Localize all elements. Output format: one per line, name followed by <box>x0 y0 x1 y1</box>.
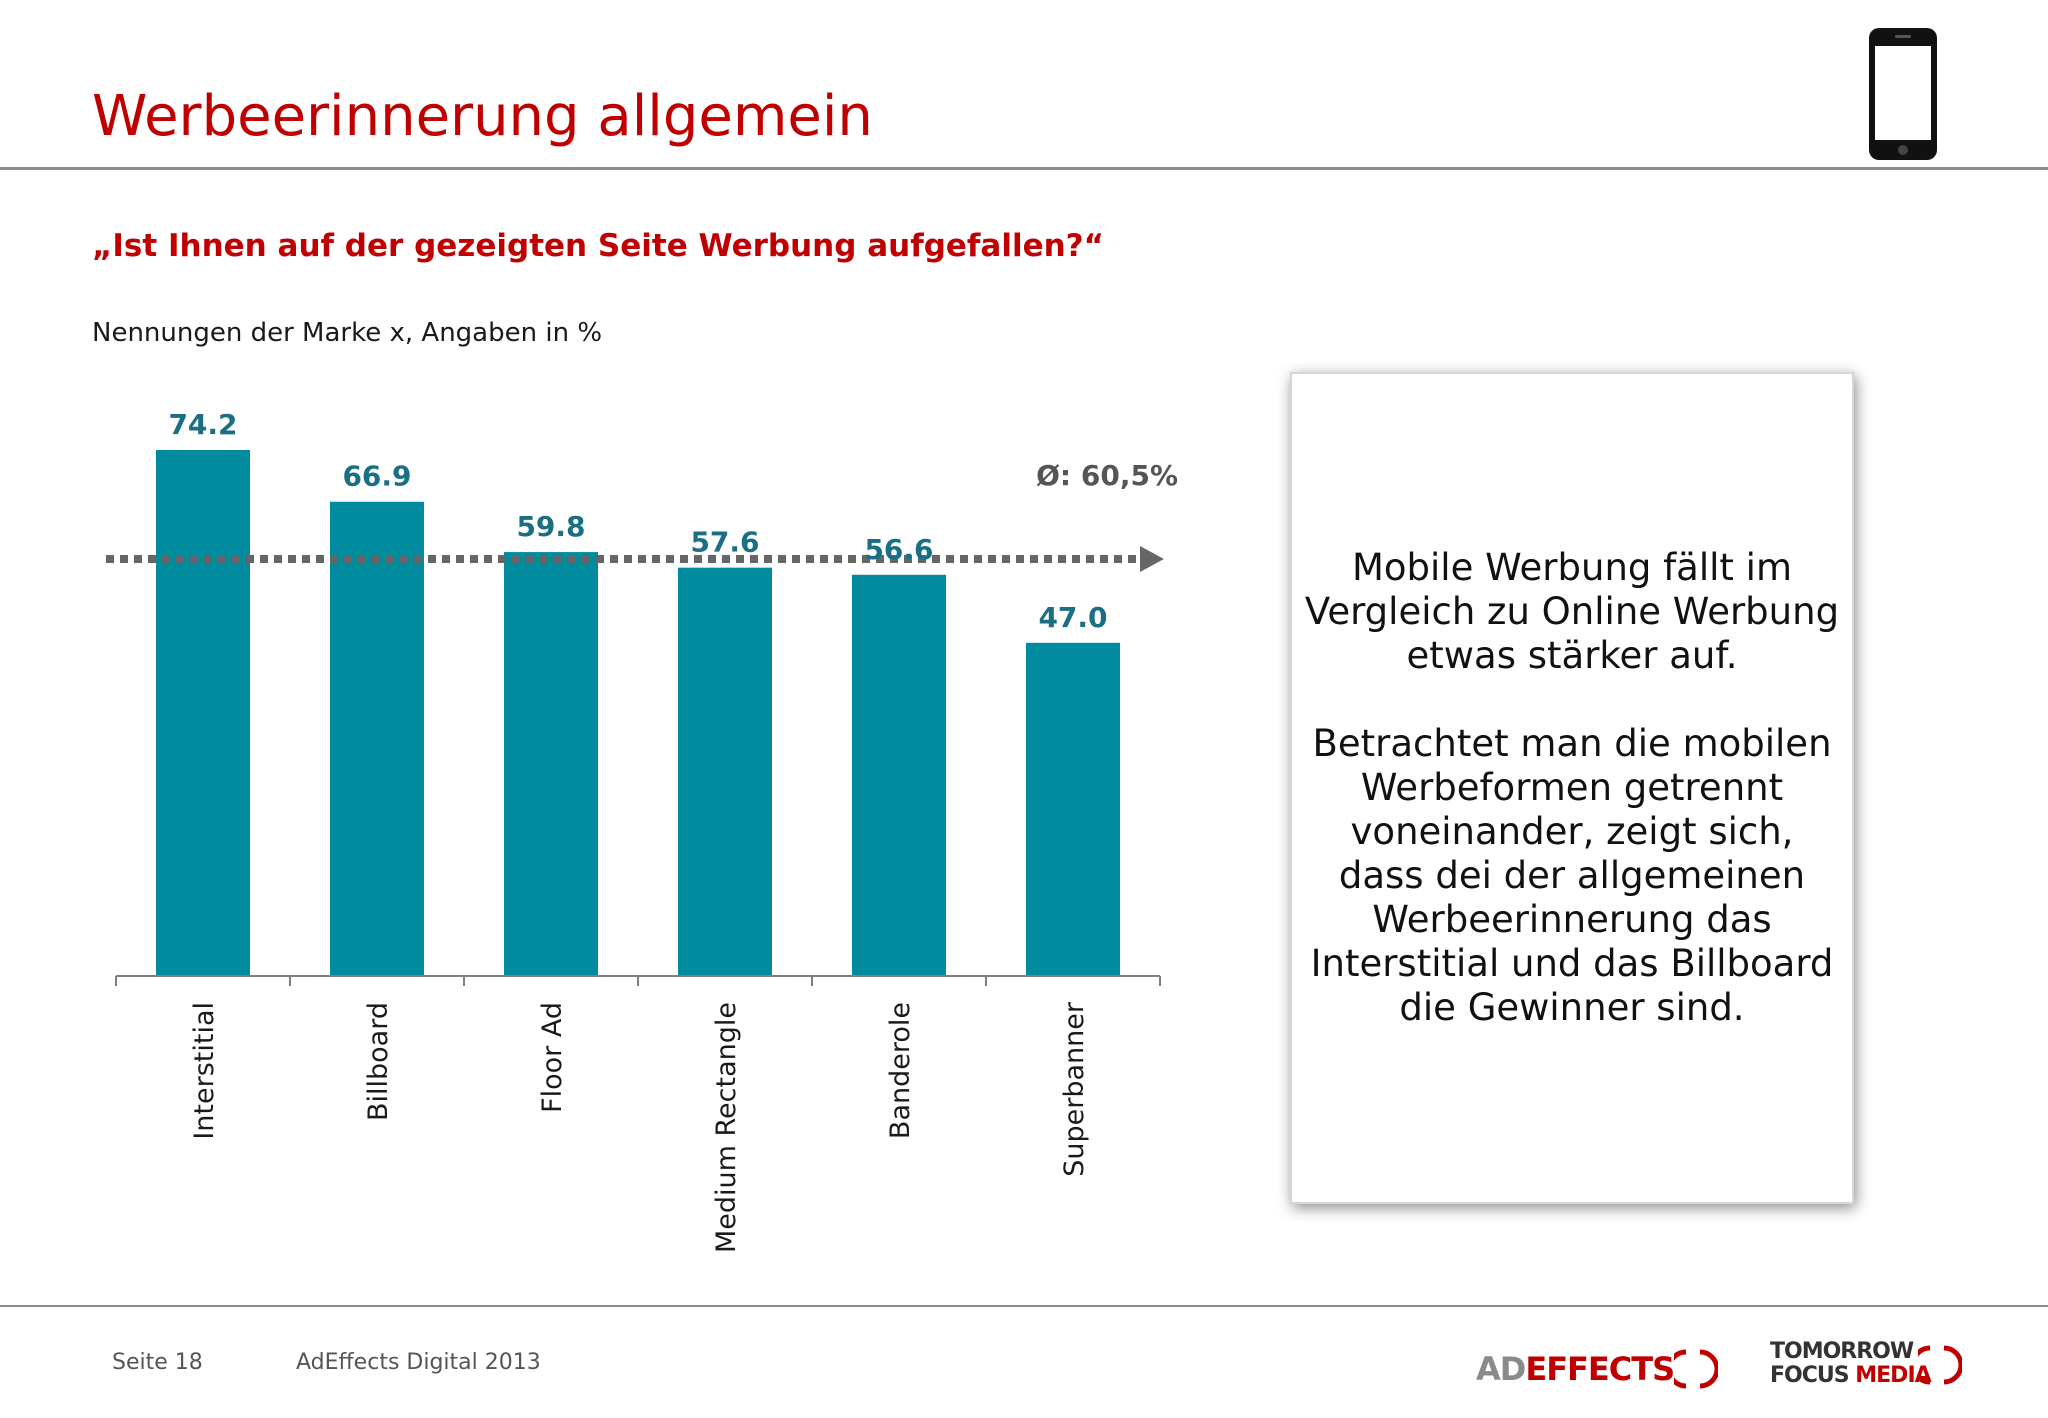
tfm-bracket-icon <box>1918 1345 1962 1385</box>
bar-billboard <box>330 501 424 976</box>
header-divider <box>0 167 2048 170</box>
average-label: Ø: 60,5% <box>1036 459 1178 492</box>
adeffects-logo: AD EFFECTS <box>1476 1346 1719 1392</box>
footer-divider <box>0 1305 2048 1307</box>
page-title: Werbeerinnerung allgemein <box>92 84 873 149</box>
bar-interstitial <box>156 450 250 976</box>
average-arrow-icon <box>1140 546 1164 572</box>
adeffects-logo-effects: EFFECTS <box>1525 1350 1675 1388</box>
category-label: Interstitial <box>189 1002 220 1140</box>
tomorrow-focus-media-logo: TOMORROW FOCUS MEDIA <box>1770 1339 1932 1388</box>
logo-focus: FOCUS <box>1770 1363 1850 1388</box>
smartphone-icon <box>1869 28 1937 160</box>
logo-tomorrow: TOMORROW <box>1770 1339 1914 1364</box>
category-label: Banderole <box>885 1002 916 1139</box>
data-label: 66.9 <box>342 460 411 493</box>
bar-floor-ad <box>504 552 598 976</box>
info-paragraph-1: Mobile Werbung fällt im Vergleich zu Onl… <box>1304 546 1840 677</box>
data-label: 74.2 <box>168 408 237 441</box>
adeffects-bracket-icon <box>1674 1349 1719 1389</box>
document-name: AdEffects Digital 2013 <box>296 1350 541 1375</box>
data-label: 56.6 <box>864 533 933 566</box>
category-label: Medium Rectangle <box>711 1002 742 1253</box>
category-label: Billboard <box>363 1002 394 1121</box>
adeffects-logo-ad: AD <box>1476 1350 1526 1388</box>
data-label: 47.0 <box>1038 601 1107 634</box>
category-label: Superbanner <box>1059 1001 1090 1177</box>
info-box: Mobile Werbung fällt im Vergleich zu Onl… <box>1290 372 1854 1204</box>
page-number: Seite 18 <box>112 1350 203 1375</box>
category-label: Floor Ad <box>537 1002 568 1113</box>
bar-medium-rectangle <box>678 567 772 976</box>
data-label: 57.6 <box>690 526 759 559</box>
survey-question: „Ist Ihnen auf der gezeigten Seite Werbu… <box>92 228 1105 264</box>
chart-subtitle: Nennungen der Marke x, Angaben in % <box>92 318 603 348</box>
bar-banderole <box>852 574 946 976</box>
bar-superbanner <box>1026 642 1120 976</box>
info-paragraph-2: Betrachtet man die mobilen Werbeformen g… <box>1310 722 1834 1029</box>
data-label: 59.8 <box>516 510 585 543</box>
